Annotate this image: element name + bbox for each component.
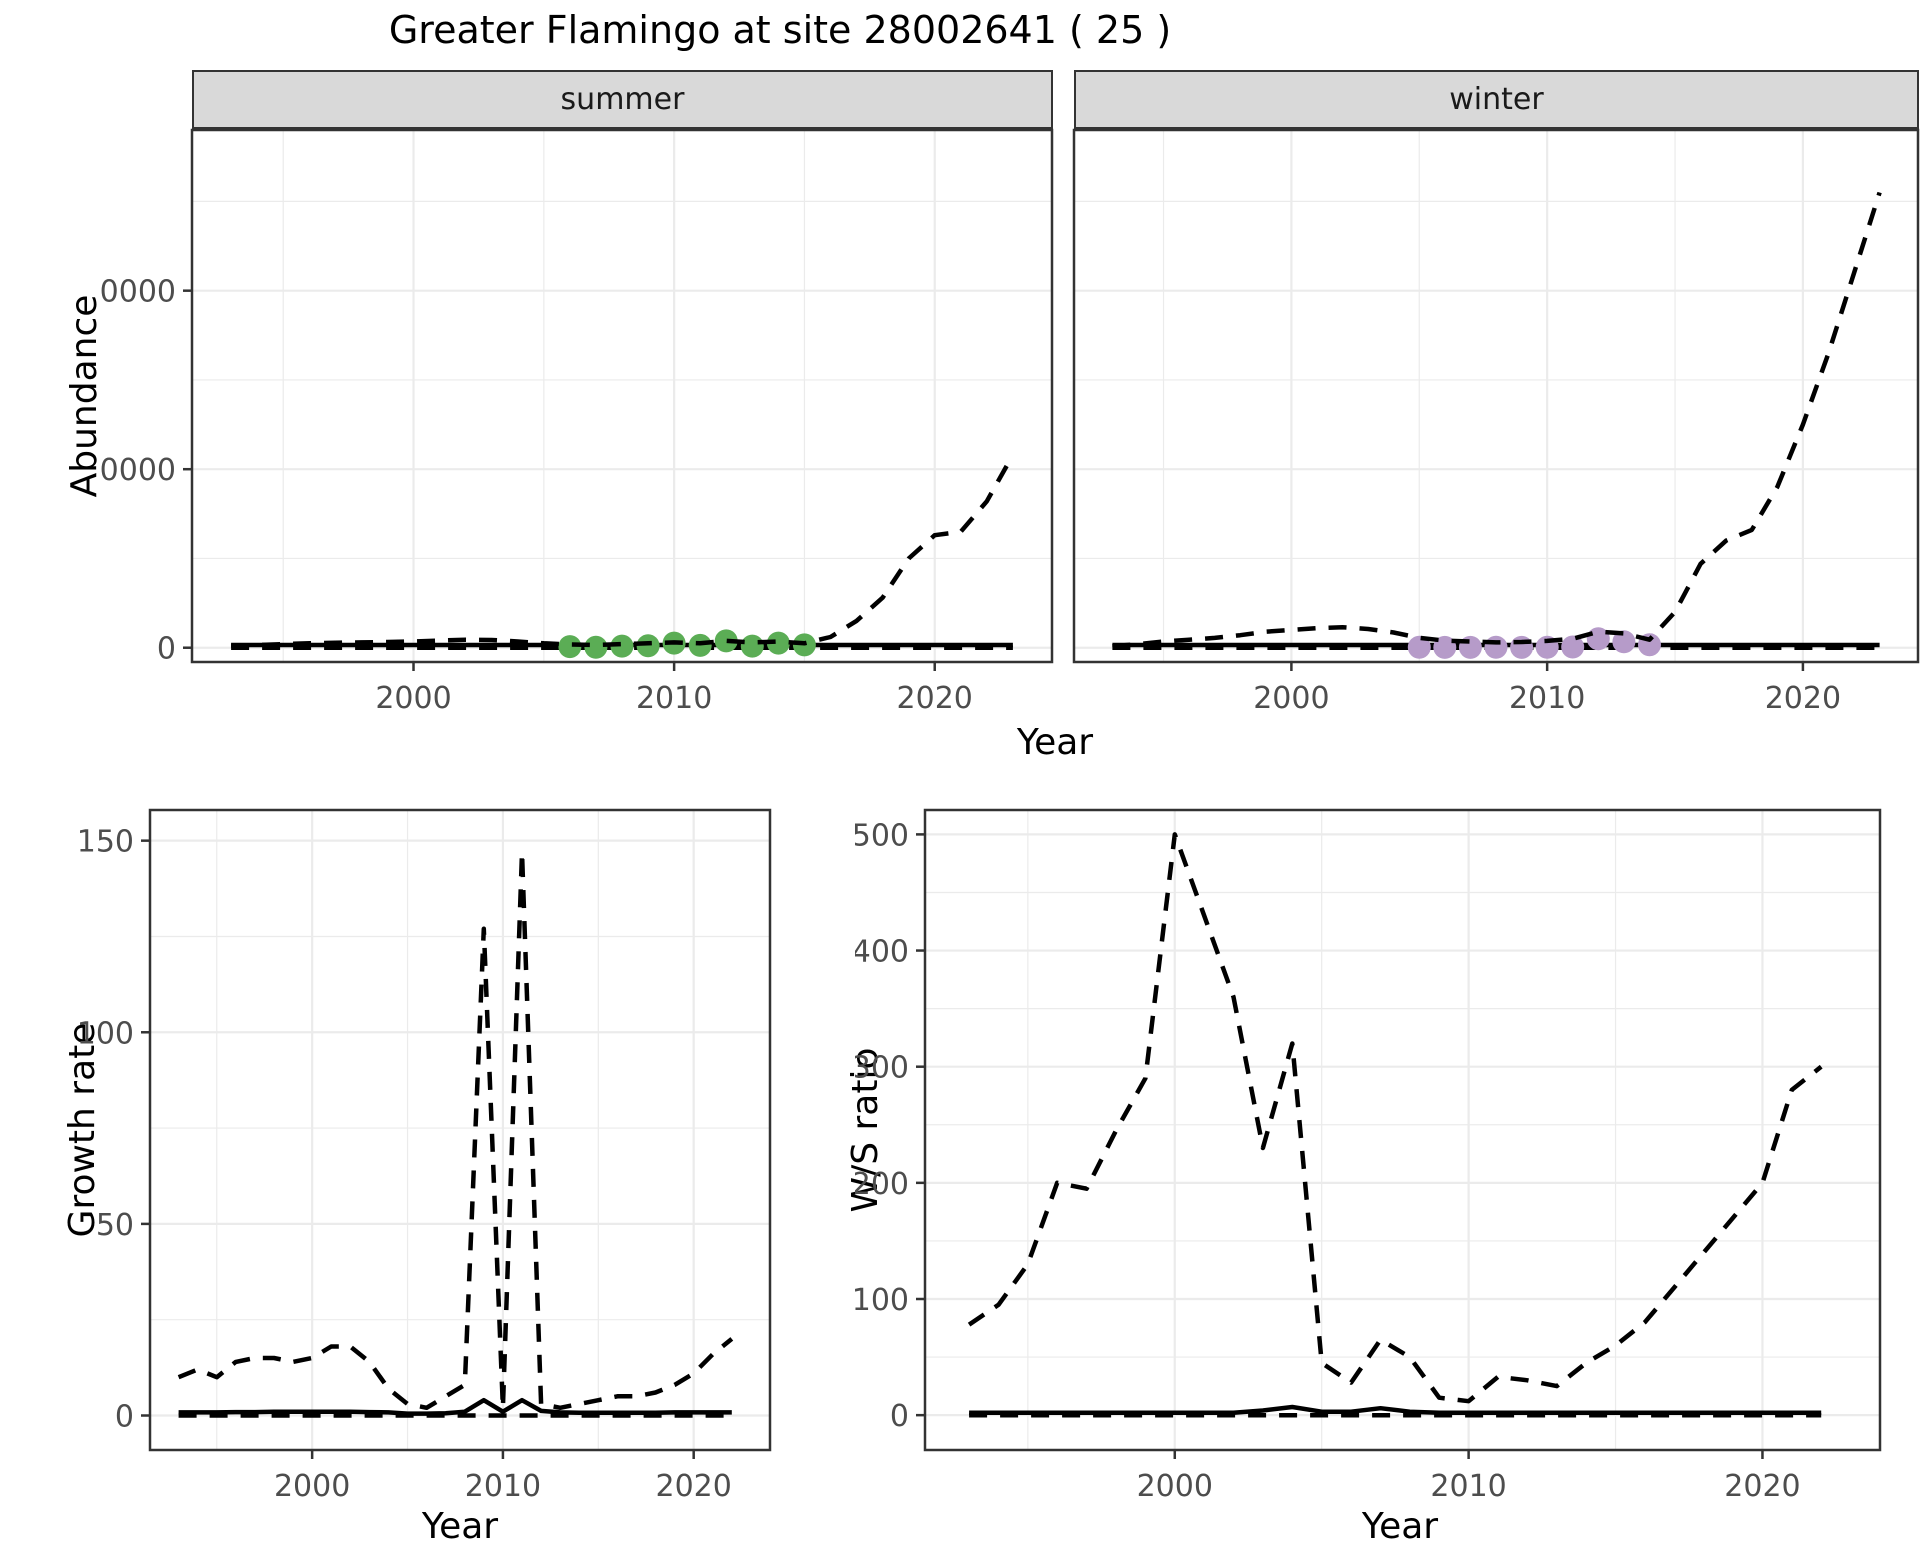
y-tick-label: 150 [80, 825, 134, 860]
y-tick-label: 100 [855, 1283, 909, 1318]
panel-border [1072, 128, 1920, 664]
series-modelled [177, 849, 734, 1411]
x-tick-label: 2020 [1724, 1469, 1800, 1504]
data-point [1433, 635, 1457, 659]
x-tick-label: 2000 [375, 681, 451, 716]
page-title: Greater Flamingo at site 28002641 ( 25 ) [388, 8, 1172, 52]
series-observed [969, 1404, 1822, 1416]
abundance-axis-title: Abundance [64, 294, 105, 498]
plot-background [150, 810, 770, 1450]
x-tick-label: 2010 [465, 1469, 541, 1504]
series-modelled [967, 832, 1823, 1404]
data-point [1484, 635, 1508, 659]
y-tick-label: 0 [115, 1400, 134, 1435]
chart-svg-abundance-winter: 2000 2010 2020 [1072, 128, 1920, 716]
chart-svg-growth-rate: 2000 2010 2020 0 50 100 150 [77, 808, 772, 1504]
y-tick-label: 500 [855, 818, 909, 853]
ws-year-axis-title: Year [1361, 1506, 1439, 1547]
series-observed [178, 1397, 732, 1416]
facet-strip-summer: summer [192, 70, 1053, 130]
series-modelled [231, 453, 1015, 649]
x-tick-label: 2010 [1509, 681, 1585, 716]
x-tick-label: 2010 [1430, 1469, 1506, 1504]
plot-background [192, 130, 1052, 662]
facet-strip-summer-label: summer [560, 82, 685, 117]
data-point [1407, 635, 1431, 659]
panel-growth-rate: 2000 2010 2020 0 50 100 150 [77, 802, 780, 1521]
data-point [740, 634, 764, 658]
x-tick-label: 2020 [1765, 681, 1841, 716]
y-tick-label: 200 [855, 1167, 909, 1202]
y-tick-label: 50 [96, 1208, 134, 1243]
x-tick-label: 2000 [1137, 1469, 1213, 1504]
series-modelled [1112, 191, 1882, 649]
data-point [610, 634, 634, 658]
x-tick-label: 2020 [897, 681, 973, 716]
panel-border [190, 128, 1054, 664]
panel-abundance-winter: 2000 2010 2020 [1062, 70, 1920, 734]
data-point [714, 629, 738, 653]
top-year-axis-title: Year [1016, 722, 1094, 763]
chart-svg-ws-ratio: 2000 2010 2020 0 100 200 300 400 500 [852, 808, 1882, 1504]
plot-background [925, 810, 1880, 1450]
x-tick-label: 2020 [656, 1469, 732, 1504]
data-point [1612, 630, 1636, 654]
y-tick-label: 100 [80, 1016, 134, 1051]
x-tick-label: 2010 [636, 681, 712, 716]
y-tick-label: 400 [855, 935, 909, 970]
y-tick-label: 0 [157, 632, 176, 667]
y-tick-label: 0 [890, 1399, 909, 1434]
growth-year-axis-title: Year [421, 1506, 499, 1547]
facet-strip-winter-label: winter [1449, 82, 1544, 117]
data-point [636, 634, 660, 658]
plot-background [1074, 130, 1918, 662]
data-point [558, 635, 582, 659]
y-tick-label: 10000 [100, 453, 176, 488]
data-point [584, 635, 608, 659]
facet-strip-winter: winter [1074, 70, 1919, 130]
panel-ws-ratio: 2000 2010 2020 0 100 200 300 400 500 [852, 802, 1885, 1521]
data-point [766, 631, 790, 655]
panel-border [923, 808, 1882, 1452]
panel-border [148, 808, 772, 1452]
y-tick-label: 300 [855, 1051, 909, 1086]
x-tick-label: 2000 [274, 1469, 350, 1504]
data-point [1561, 635, 1585, 659]
x-tick-label: 2000 [1253, 681, 1329, 716]
data-point [1510, 635, 1534, 659]
